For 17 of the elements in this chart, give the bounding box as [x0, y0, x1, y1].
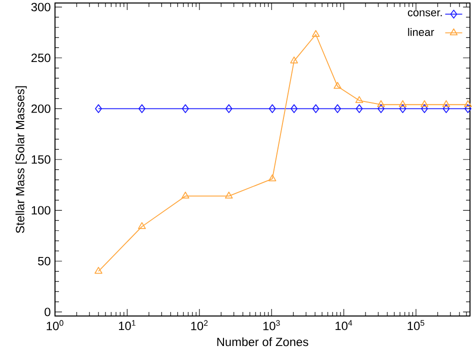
x-tick-label: 10$^{2}$	[191, 320, 208, 330]
x-axis-title: Number of Zones	[217, 337, 308, 346]
x-tick-label: 10$^{1}$	[118, 320, 136, 330]
x-tick-label: 10$^{3}$	[263, 320, 280, 330]
y-axis-title: Stellar Mass [Solar Masses]	[16, 86, 27, 234]
y-tick-label: 200	[31, 104, 50, 113]
legend-label: linear	[408, 28, 434, 36]
y-tick-label: 300	[31, 2, 50, 12]
legend-label: conser.	[408, 10, 442, 16]
x-tick-label: 10$^{4}$	[336, 320, 352, 330]
x-tick-label: 10$^{0}$	[46, 320, 64, 330]
y-tick-label: 50	[38, 256, 50, 266]
y-tick-label: 150	[32, 155, 50, 164]
y-tick-label: 0	[44, 308, 50, 316]
y-tick-label: 100	[32, 206, 50, 215]
x-tick-label: 10$^{5}$	[408, 320, 424, 330]
y-tick-label: 250	[31, 54, 50, 62]
